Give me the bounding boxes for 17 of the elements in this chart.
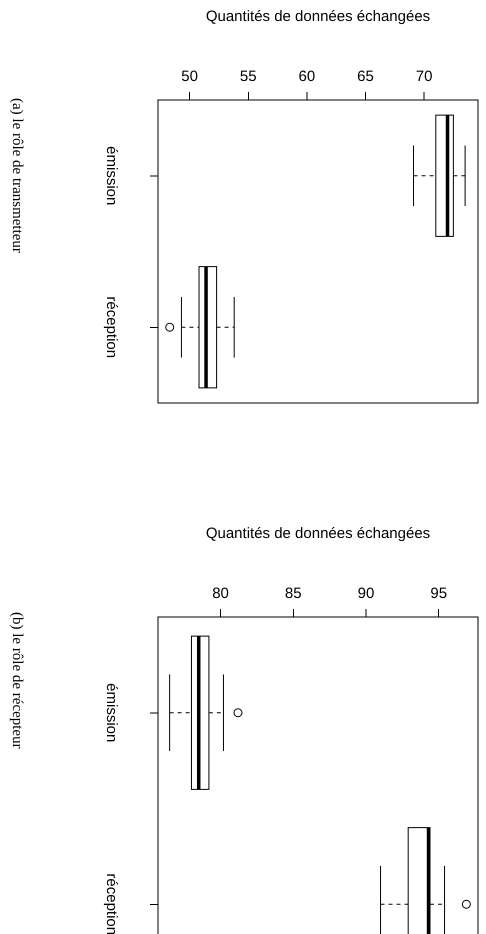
x-tick-label: 80 [212,585,229,602]
y-tick-label: réception [103,873,120,934]
x-tick-label: 65 [357,68,374,86]
y-tick-label: émission [103,146,120,206]
x-tick-label: 50 [181,68,198,86]
x-axis-title: Quantités de données échangées [206,8,430,26]
text: (a) le rôle de transmetteur [9,98,26,253]
x-axis-title: Quantités de données échangées [206,525,430,542]
x-tick-label: 60 [298,68,316,86]
x-tick-label: 70 [416,68,432,86]
y-tick-label: émission [103,683,120,742]
text: (b) le rôle de récepteur [9,612,26,749]
x-tick-label: 55 [240,68,257,86]
x-tick-label: 90 [358,585,374,602]
y-tick-label: réception [103,296,120,358]
x-tick-label: 85 [284,585,302,602]
x-tick-label: 95 [430,585,448,602]
